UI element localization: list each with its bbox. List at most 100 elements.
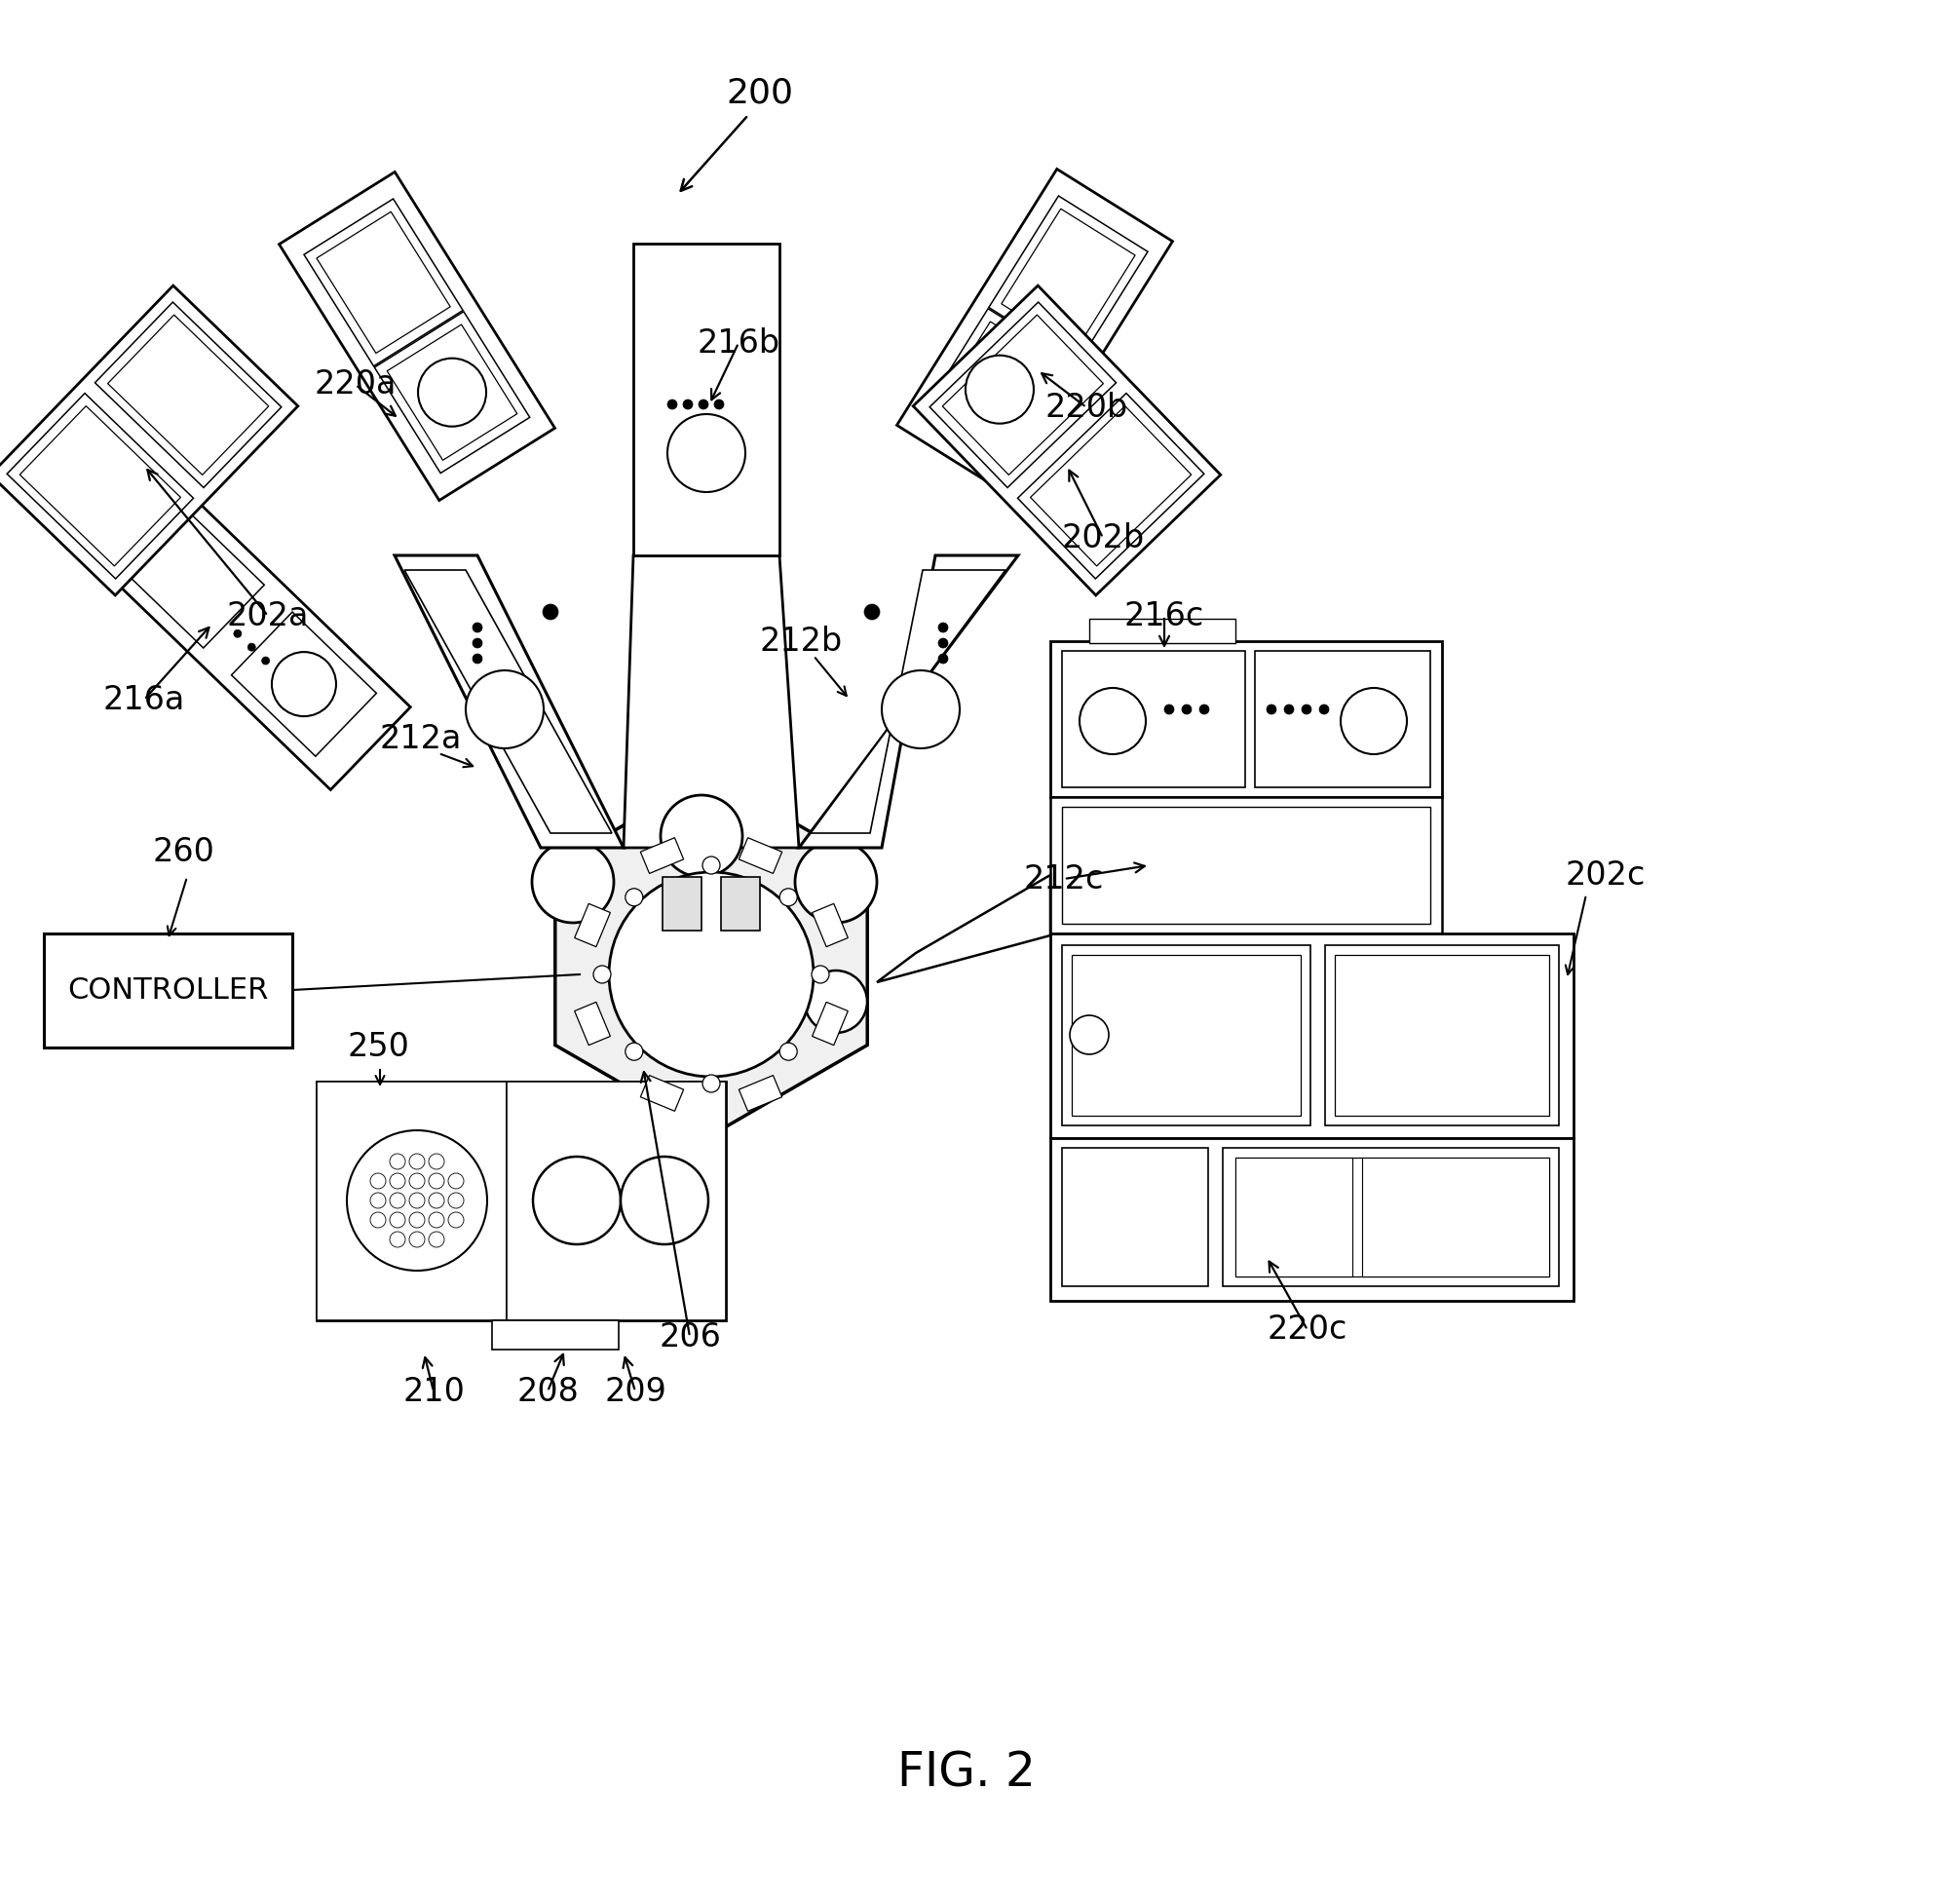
- Polygon shape: [574, 904, 611, 946]
- Polygon shape: [0, 286, 298, 596]
- Polygon shape: [95, 303, 282, 487]
- Circle shape: [429, 1232, 445, 1247]
- Text: 209: 209: [603, 1375, 667, 1407]
- Polygon shape: [810, 569, 1006, 834]
- Polygon shape: [232, 611, 377, 756]
- Polygon shape: [799, 556, 1017, 847]
- Circle shape: [248, 644, 255, 651]
- Circle shape: [410, 1173, 425, 1188]
- Polygon shape: [1325, 944, 1559, 1125]
- Circle shape: [714, 400, 723, 409]
- Circle shape: [683, 400, 692, 409]
- Text: CONTROLLER: CONTROLLER: [68, 977, 269, 1005]
- Text: 220b: 220b: [1044, 390, 1128, 423]
- Polygon shape: [663, 878, 702, 931]
- Polygon shape: [1236, 1158, 1549, 1276]
- Circle shape: [234, 630, 242, 638]
- Text: 220c: 220c: [1267, 1314, 1348, 1346]
- Polygon shape: [1002, 209, 1135, 350]
- Circle shape: [882, 670, 959, 748]
- Polygon shape: [739, 1076, 781, 1112]
- Polygon shape: [1050, 1139, 1574, 1300]
- Circle shape: [661, 796, 743, 878]
- Polygon shape: [1071, 956, 1302, 1116]
- Polygon shape: [278, 171, 555, 501]
- Polygon shape: [923, 308, 1077, 470]
- Text: 210: 210: [402, 1375, 464, 1407]
- Circle shape: [667, 415, 745, 491]
- Circle shape: [609, 872, 814, 1078]
- Circle shape: [369, 1192, 385, 1209]
- Polygon shape: [1334, 956, 1549, 1116]
- Circle shape: [391, 1213, 406, 1228]
- Polygon shape: [1255, 651, 1431, 788]
- Polygon shape: [8, 394, 193, 579]
- Circle shape: [410, 1232, 425, 1247]
- Polygon shape: [507, 1081, 725, 1319]
- Polygon shape: [1062, 944, 1311, 1125]
- Polygon shape: [988, 196, 1147, 364]
- Circle shape: [779, 889, 797, 906]
- Polygon shape: [395, 556, 623, 847]
- Circle shape: [938, 653, 948, 664]
- Circle shape: [391, 1232, 406, 1247]
- Polygon shape: [404, 569, 611, 834]
- Circle shape: [1340, 687, 1406, 754]
- Polygon shape: [623, 556, 799, 847]
- Circle shape: [410, 1213, 425, 1228]
- Circle shape: [625, 889, 642, 906]
- Polygon shape: [93, 476, 410, 790]
- Polygon shape: [934, 322, 1066, 457]
- Polygon shape: [317, 1081, 507, 1319]
- Polygon shape: [491, 1319, 619, 1350]
- Text: 216a: 216a: [103, 684, 186, 716]
- Circle shape: [273, 651, 337, 716]
- Polygon shape: [1017, 394, 1205, 579]
- Text: FIG. 2: FIG. 2: [897, 1750, 1035, 1797]
- Circle shape: [429, 1213, 445, 1228]
- Circle shape: [805, 971, 866, 1032]
- Circle shape: [449, 1173, 464, 1188]
- Text: 202b: 202b: [1062, 522, 1145, 554]
- Circle shape: [449, 1192, 464, 1209]
- Polygon shape: [812, 904, 847, 946]
- Polygon shape: [640, 838, 683, 874]
- Circle shape: [779, 1043, 797, 1061]
- Polygon shape: [317, 1081, 725, 1319]
- Circle shape: [429, 1173, 445, 1188]
- Circle shape: [472, 653, 482, 664]
- Text: 202c: 202c: [1565, 859, 1646, 891]
- Circle shape: [702, 857, 719, 874]
- Polygon shape: [812, 1002, 847, 1045]
- Circle shape: [812, 965, 830, 982]
- Circle shape: [410, 1154, 425, 1169]
- Polygon shape: [1062, 651, 1245, 788]
- Circle shape: [864, 604, 880, 619]
- Circle shape: [621, 1156, 708, 1245]
- Polygon shape: [1362, 1158, 1549, 1276]
- Polygon shape: [1031, 406, 1191, 565]
- Polygon shape: [1236, 1158, 1352, 1276]
- Polygon shape: [1089, 619, 1236, 644]
- Circle shape: [938, 638, 948, 647]
- Circle shape: [543, 604, 559, 619]
- Circle shape: [429, 1192, 445, 1209]
- Text: 216b: 216b: [696, 327, 779, 360]
- Text: 220a: 220a: [315, 369, 396, 402]
- Polygon shape: [375, 312, 530, 472]
- Circle shape: [1070, 1015, 1108, 1055]
- Circle shape: [1182, 704, 1191, 714]
- Circle shape: [625, 1043, 642, 1061]
- Circle shape: [429, 1154, 445, 1169]
- Circle shape: [594, 965, 611, 982]
- Text: 216c: 216c: [1124, 600, 1205, 632]
- Circle shape: [369, 1213, 385, 1228]
- Circle shape: [698, 400, 708, 409]
- Text: 212a: 212a: [379, 722, 462, 754]
- Circle shape: [472, 623, 482, 632]
- Polygon shape: [1050, 642, 1443, 798]
- Text: 200: 200: [727, 76, 793, 109]
- Polygon shape: [876, 876, 1050, 982]
- Text: 250: 250: [346, 1032, 410, 1064]
- Polygon shape: [574, 1002, 611, 1045]
